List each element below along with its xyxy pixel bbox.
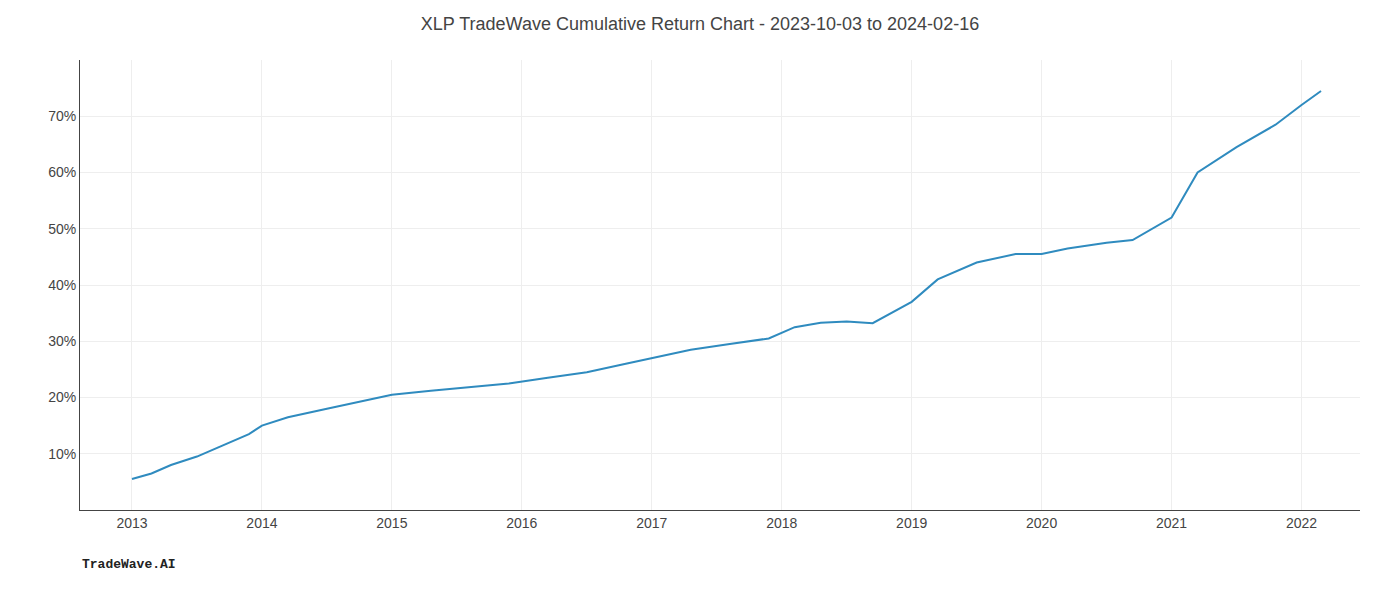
svg-text:2022: 2022 xyxy=(1286,515,1317,531)
svg-text:30%: 30% xyxy=(48,333,76,349)
svg-text:2013: 2013 xyxy=(116,515,147,531)
svg-text:XLP TradeWave Cumulative Retur: XLP TradeWave Cumulative Return Chart - … xyxy=(421,14,979,34)
svg-text:60%: 60% xyxy=(48,164,76,180)
svg-text:70%: 70% xyxy=(48,108,76,124)
svg-text:TradeWave.AI: TradeWave.AI xyxy=(82,557,176,572)
svg-text:2019: 2019 xyxy=(896,515,927,531)
svg-text:2021: 2021 xyxy=(1156,515,1187,531)
svg-text:2015: 2015 xyxy=(376,515,407,531)
svg-text:20%: 20% xyxy=(48,389,76,405)
svg-text:2020: 2020 xyxy=(1026,515,1057,531)
svg-text:2014: 2014 xyxy=(246,515,277,531)
svg-text:2016: 2016 xyxy=(506,515,537,531)
svg-text:50%: 50% xyxy=(48,221,76,237)
svg-text:2017: 2017 xyxy=(636,515,667,531)
svg-text:2018: 2018 xyxy=(766,515,797,531)
svg-text:10%: 10% xyxy=(48,446,76,462)
svg-text:40%: 40% xyxy=(48,277,76,293)
